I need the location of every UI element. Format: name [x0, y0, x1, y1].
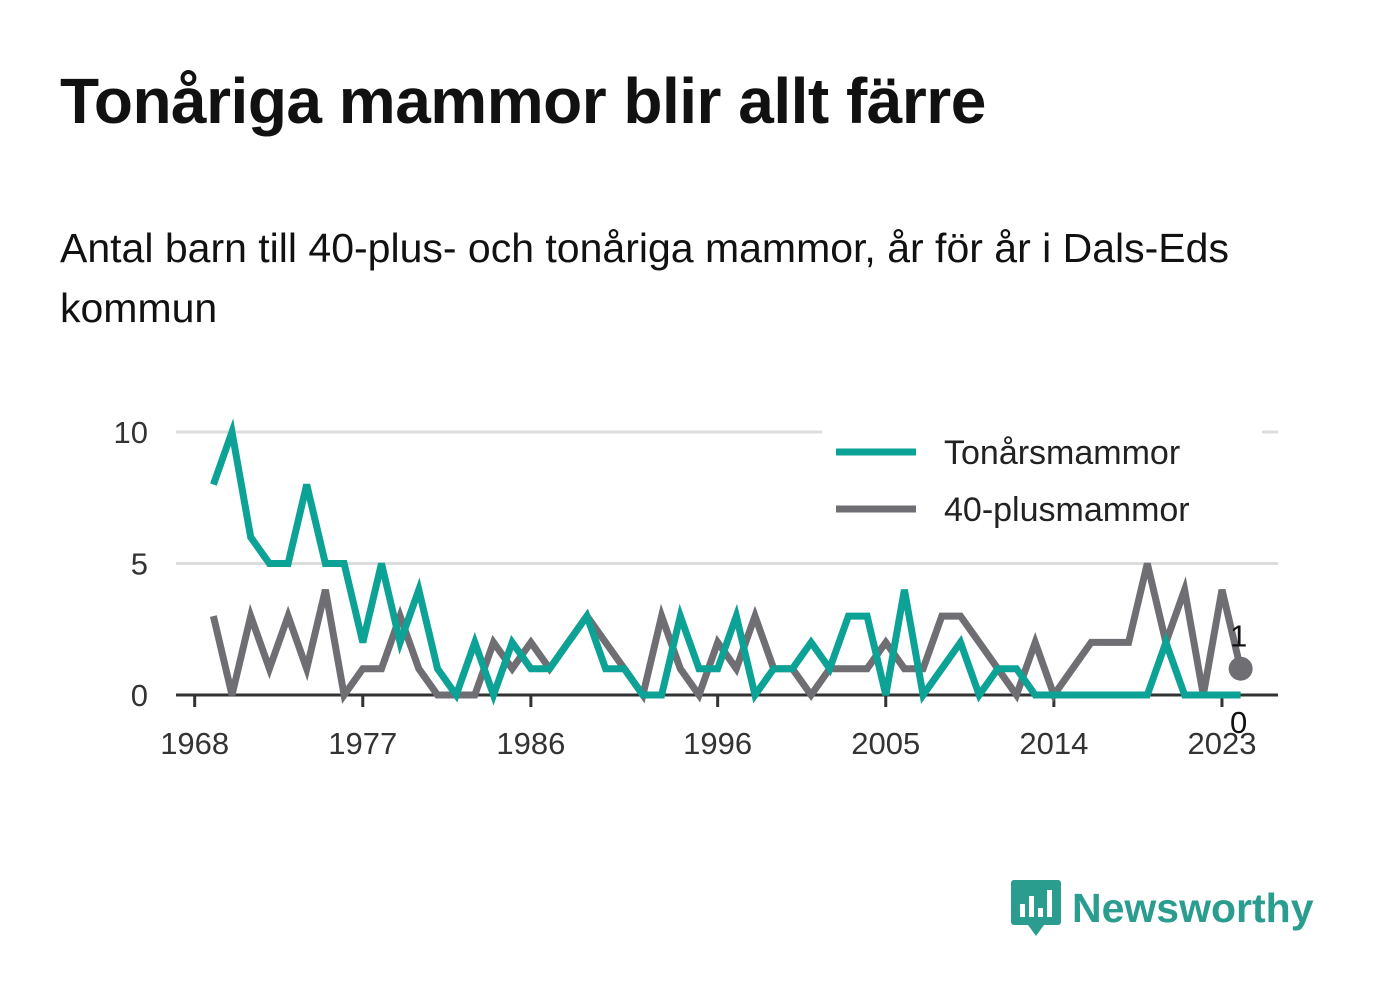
- x-tick-label-1968: 1968: [160, 726, 229, 761]
- newsworthy-logo-icon: [1011, 880, 1061, 936]
- x-tick-label-2023: 2023: [1187, 726, 1256, 761]
- brand-logo: Newsworthy: [1010, 878, 1314, 938]
- y-tick-label-10: 10: [114, 415, 148, 450]
- end-point-marker: [1228, 656, 1253, 681]
- x-tick-label-1996: 1996: [683, 726, 752, 761]
- brand-name: Newsworthy: [1072, 884, 1314, 931]
- end-label-1: 1: [1230, 619, 1247, 654]
- y-tick-label-0: 0: [131, 678, 148, 713]
- x-tick-label-2014: 2014: [1019, 726, 1088, 761]
- x-tick-label-1977: 1977: [328, 726, 397, 761]
- end-label-2: 0: [1230, 705, 1247, 740]
- legend: Tonårsmammor 40-plusmammor: [822, 430, 1262, 546]
- x-tick-label-2005: 2005: [851, 726, 920, 761]
- series-line-ton-rsmammor: [210, 418, 1241, 706]
- legend-label-2: 40-plusmammor: [944, 491, 1190, 529]
- y-tick-label-5: 5: [131, 547, 148, 582]
- series-lines: [209, 418, 1245, 706]
- x-tick-label-1986: 1986: [496, 726, 565, 761]
- chart-title: Tonåriga mammor blir allt färre: [60, 65, 986, 137]
- legend-label-1: Tonårsmammor: [944, 434, 1180, 472]
- end-labels: 10: [1228, 619, 1253, 740]
- series-line-40-plusmammor: [209, 562, 1245, 704]
- chart-subtitle: Antal barn till 40-plus- och tonåriga ma…: [60, 225, 1229, 331]
